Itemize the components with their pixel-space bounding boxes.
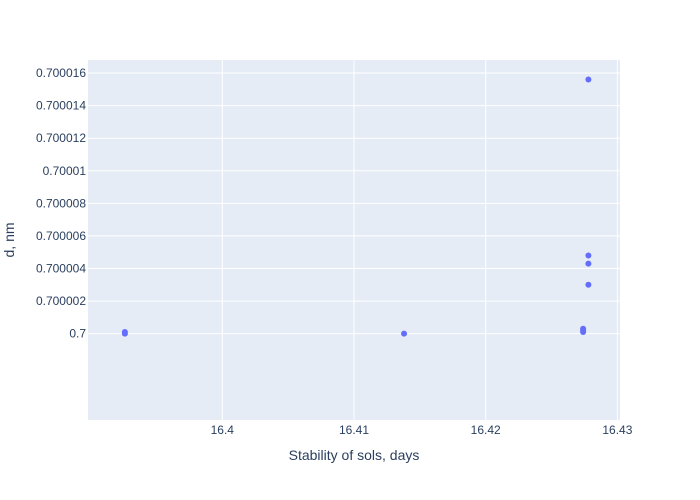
x-tick-label: 16.4 — [211, 423, 235, 437]
grid-lines — [88, 60, 620, 420]
data-point[interactable] — [585, 260, 592, 267]
y-tick-label: 0.7 — [69, 327, 86, 341]
data-points — [121, 76, 592, 337]
data-point[interactable] — [121, 329, 128, 336]
data-point[interactable] — [585, 281, 592, 288]
data-point[interactable] — [401, 330, 408, 337]
y-tick-labels: 0.7 0.700002 0.700004 0.700006 0.700008 0.700… — [36, 66, 86, 341]
x-tick-labels: 16.4 16.41 16.42 16.43 — [211, 423, 633, 437]
data-point[interactable] — [585, 252, 592, 259]
data-point[interactable] — [585, 76, 592, 83]
y-tick-label: 0.700012 — [36, 131, 86, 145]
data-point[interactable] — [580, 325, 587, 332]
x-tick-label: 16.42 — [471, 423, 501, 437]
y-tick-label: 0.700016 — [36, 66, 86, 80]
y-tick-label: 0.700002 — [36, 294, 86, 308]
y-axis-title: d, nm — [1, 222, 17, 257]
y-tick-label: 0.700004 — [36, 262, 86, 276]
x-axis-title: Stability of sols, days — [289, 447, 420, 463]
y-tick-label: 0.700008 — [36, 196, 86, 210]
y-tick-label: 0.700014 — [36, 99, 86, 113]
x-tick-label: 16.41 — [339, 423, 369, 437]
x-tick-label: 16.43 — [602, 423, 632, 437]
y-tick-label: 0.700006 — [36, 229, 86, 243]
y-tick-label: 0.70001 — [43, 164, 87, 178]
